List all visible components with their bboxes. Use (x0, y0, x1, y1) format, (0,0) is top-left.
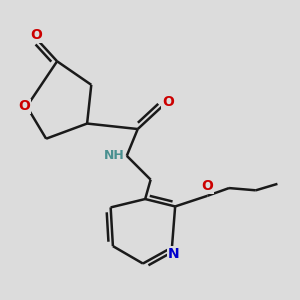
Text: O: O (162, 94, 174, 109)
Text: NH: NH (103, 149, 124, 162)
Text: O: O (18, 100, 30, 113)
Text: O: O (31, 28, 42, 43)
Text: N: N (168, 247, 179, 261)
Text: O: O (202, 179, 213, 193)
